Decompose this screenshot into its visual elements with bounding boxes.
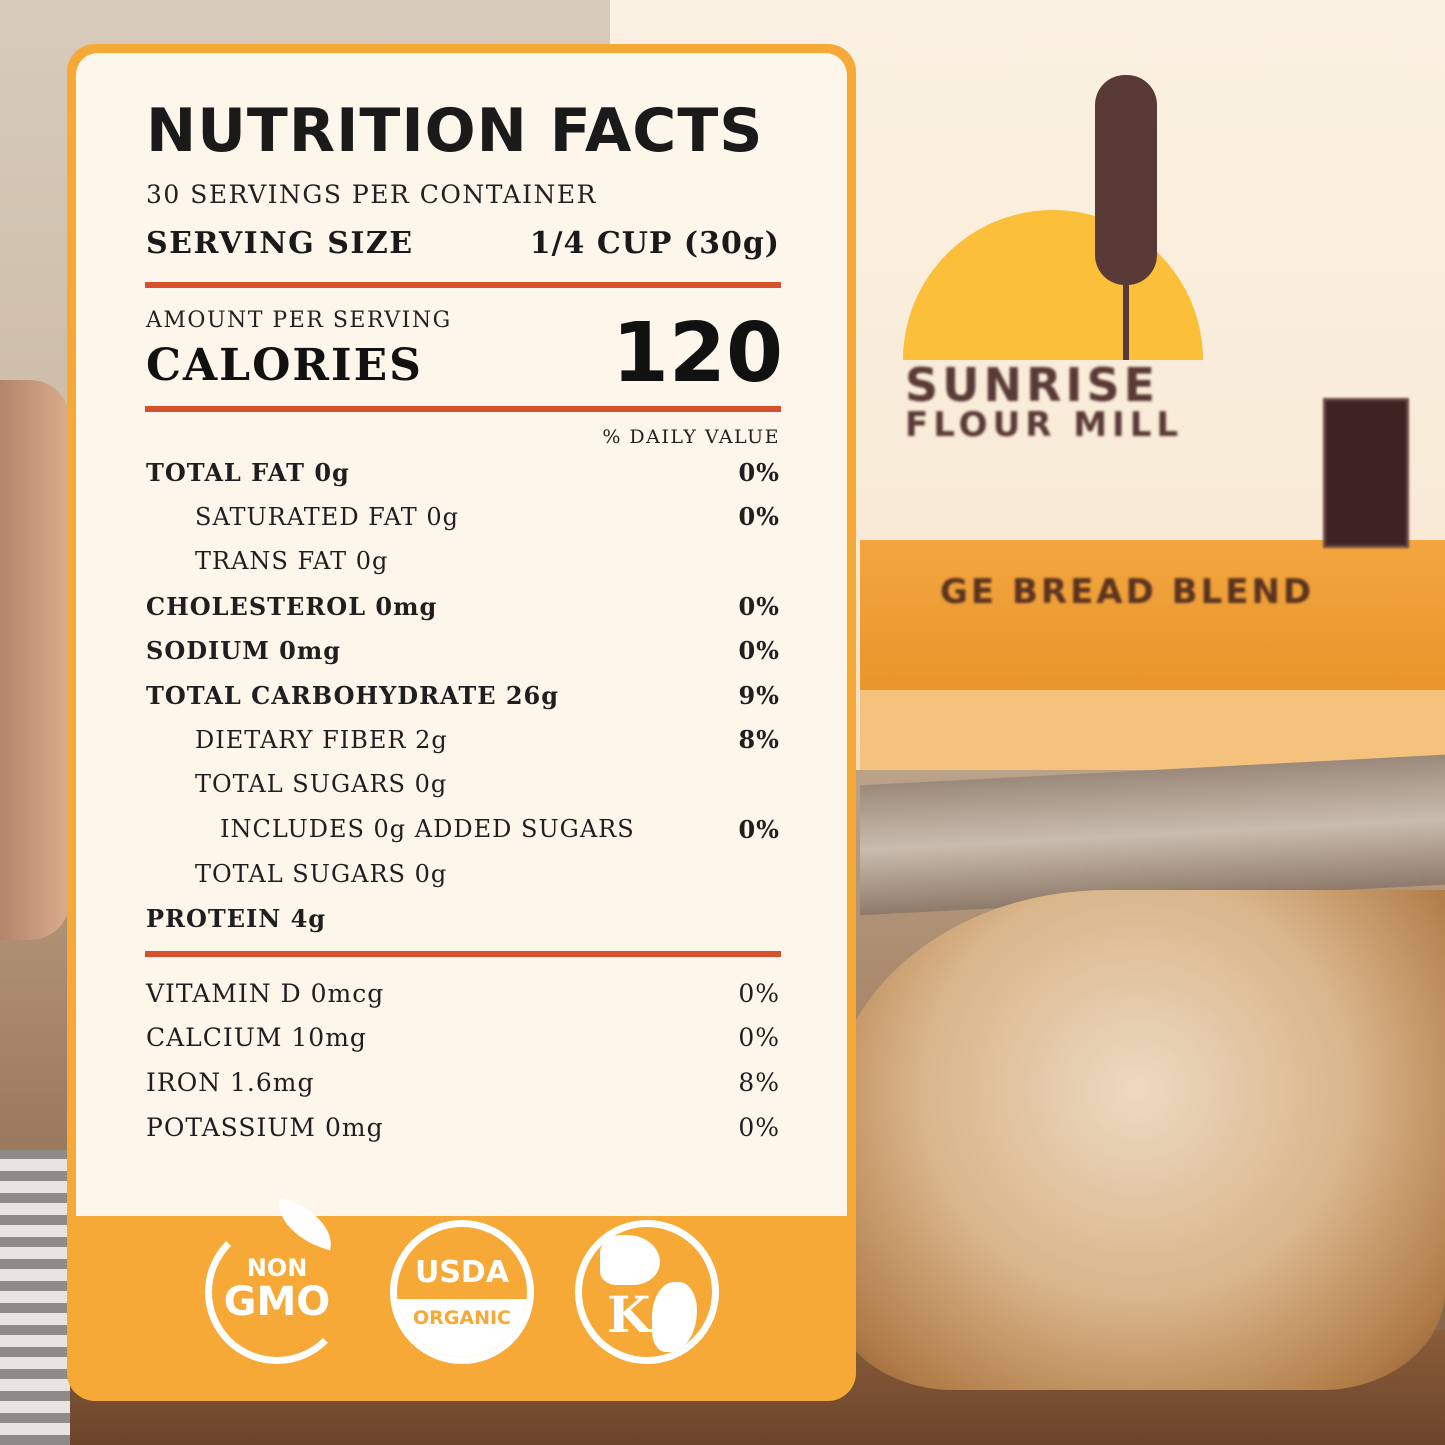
kosher-badge: K: [575, 1220, 719, 1364]
bread-loaf-photo: [830, 890, 1445, 1390]
nutrient-name: PROTEIN 4g: [146, 903, 327, 933]
blend-name: GE BREAD BLEND: [940, 572, 1315, 612]
nutrient-dv: 0%: [738, 457, 780, 487]
divider: [145, 406, 781, 412]
vitamin-name: VITAMIN D 0mcg: [146, 978, 385, 1008]
brand-name-line1: SUNRISE: [905, 358, 1160, 412]
nutrient-row: SATURATED FAT 0g 0%: [146, 495, 780, 540]
wheat-icon: [1095, 75, 1157, 285]
nutrient-row: TOTAL CARBOHYDRATE 26g 9%: [146, 673, 780, 718]
non-gmo-line1: NON: [246, 1254, 308, 1282]
vitamin-name: CALCIUM 10mg: [146, 1023, 367, 1053]
nutrient-row: TRANS FAT 0g: [146, 539, 780, 584]
nutrient-name: TOTAL SUGARS 0g: [195, 859, 448, 888]
vitamin-row: POTASSIUM 0mg 0%: [146, 1105, 780, 1150]
vitamin-dv: 8%: [738, 1067, 780, 1097]
nutrient-row: SODIUM 0mg 0%: [146, 628, 780, 673]
nutrient-dv: 0%: [738, 814, 780, 844]
nutrient-row: PROTEIN 4g: [146, 896, 780, 941]
nutrient-dv: 9%: [738, 680, 780, 710]
striped-cloth-photo: [0, 1150, 70, 1445]
amount-per-serving: AMOUNT PER SERVING: [146, 308, 452, 333]
usda-organic-badge: USDA ORGANIC: [390, 1220, 534, 1364]
globe-continent-icon: [652, 1282, 697, 1352]
vitamin-row: VITAMIN D 0mcg 0%: [146, 971, 780, 1016]
servings-per-container: 30 SERVINGS PER CONTAINER: [146, 180, 597, 209]
nutrient-row: TOTAL FAT 0g 0%: [146, 450, 780, 495]
nutrition-title: NUTRITION FACTS: [146, 96, 764, 166]
nutrient-row: TOTAL SUGARS 0g: [146, 762, 780, 807]
calories-label: CALORIES: [146, 340, 423, 391]
vitamin-dv: 0%: [738, 1023, 780, 1053]
usda-line2: ORGANIC: [397, 1299, 527, 1357]
daily-value-header: % DAILY VALUE: [602, 426, 780, 448]
nutrient-row: CHOLESTEROL 0mg 0%: [146, 584, 780, 629]
divider: [145, 951, 781, 957]
non-gmo-badge: NON GMO: [205, 1197, 349, 1364]
serving-size-value: 1/4 CUP (30g): [529, 226, 780, 261]
vitamin-row: CALCIUM 10mg 0%: [146, 1016, 780, 1061]
nutrition-panel-body: [76, 53, 847, 1216]
calories-value: 120: [611, 306, 783, 401]
kosher-letter: K: [607, 1285, 651, 1344]
nutrient-name: TOTAL SUGARS 0g: [195, 770, 448, 799]
vitamin-dv: 0%: [738, 1112, 780, 1142]
nutrient-name: TOTAL FAT 0g: [146, 457, 350, 487]
nutrient-row: INCLUDES 0g ADDED SUGARS 0%: [146, 807, 780, 852]
vitamin-name: POTASSIUM 0mg: [146, 1112, 384, 1142]
vitamin-row: IRON 1.6mg 8%: [146, 1060, 780, 1105]
serving-size-label: SERVING SIZE: [146, 226, 414, 261]
nutrient-dv: 0%: [738, 636, 780, 666]
usda-line1: USDA: [414, 1255, 510, 1290]
nutrient-dv: 0%: [738, 502, 780, 532]
brand-name-line2: FLOUR MILL: [905, 405, 1184, 445]
nutrient-name: DIETARY FIBER 2g: [195, 725, 448, 754]
non-gmo-line2: GMO: [223, 1279, 331, 1325]
nutrient-name: SATURATED FAT 0g: [195, 502, 460, 531]
nutrient-name: TRANS FAT 0g: [195, 547, 389, 576]
farmer-owned-icon: [1323, 398, 1409, 548]
globe-icon: [600, 1235, 660, 1285]
nutrient-dv: 8%: [738, 725, 780, 755]
nutrient-name: TOTAL CARBOHYDRATE 26g: [146, 680, 560, 710]
nutrient-row: DIETARY FIBER 2g 8%: [146, 718, 780, 763]
vitamin-dv: 0%: [738, 978, 780, 1008]
nutrient-dv: 0%: [738, 591, 780, 621]
nutrient-row: TOTAL SUGARS 0g: [146, 851, 780, 896]
bag-band-lower: [860, 690, 1445, 770]
divider: [145, 282, 781, 288]
nutrient-name: CHOLESTEROL 0mg: [146, 591, 438, 621]
bag-band: [860, 540, 1445, 690]
nutrient-name: INCLUDES 0g ADDED SUGARS: [220, 815, 635, 844]
vitamin-name: IRON 1.6mg: [146, 1067, 315, 1097]
nutrition-panel: [67, 44, 856, 1401]
wheat-stem-icon: [1123, 270, 1129, 360]
nutrient-name: SODIUM 0mg: [146, 636, 342, 666]
hand-photo: [0, 380, 70, 940]
